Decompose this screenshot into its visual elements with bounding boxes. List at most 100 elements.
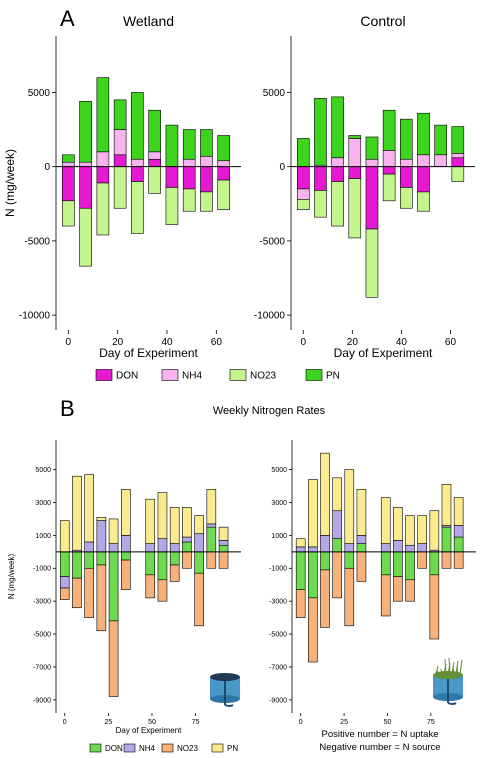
x-axis-label: Day of Experiment	[334, 346, 433, 360]
bar-segment-nh4	[113, 129, 127, 156]
bar-segment-no23	[108, 620, 119, 697]
x-tick-label: 40	[161, 337, 173, 348]
bar-segment-nh4	[451, 153, 465, 159]
bar-segment-no23	[79, 207, 92, 267]
bar-segment-don	[72, 551, 82, 579]
bar-segment-no23	[182, 551, 192, 569]
x-tick-label: 0	[300, 337, 306, 348]
x-tick-label: 0	[66, 337, 72, 348]
x-tick-label: 25	[104, 719, 112, 726]
bar-segment-pn	[429, 510, 440, 551]
y-tick-label: -3000	[269, 599, 287, 606]
cylinder-outlet	[447, 702, 457, 705]
bar-segment-nh4	[308, 546, 318, 553]
bar-segment-pn	[217, 135, 231, 162]
bar-segment-nh4	[121, 535, 131, 553]
x-tick-label: 60	[445, 337, 457, 348]
chart-wetland: -10000 -5000 0 5000 0 20 40 60 Wetland Day of Exp…	[3, 13, 241, 360]
bar-segment-pn	[182, 129, 196, 160]
bar-segment-no23	[331, 181, 344, 227]
bar-segment-nh4	[169, 543, 180, 553]
bar-segment-don	[320, 551, 330, 571]
x-tick-label: 40	[396, 337, 408, 348]
bar-segment-no23	[206, 551, 217, 569]
bar-segment-pn	[59, 520, 70, 553]
bar-segment-don	[348, 166, 362, 179]
bar-segment-don	[382, 166, 396, 175]
bar-segment-no23	[217, 179, 231, 211]
bar-segment-don	[194, 551, 204, 574]
bar-segment-pn	[169, 507, 180, 544]
bar-segment-don	[108, 551, 119, 622]
x-tick-label: 75	[192, 719, 200, 726]
bar-segment-don	[206, 526, 217, 553]
bar-segment-nh4	[131, 158, 144, 167]
bar-segment-no23	[453, 551, 464, 569]
footnote-uptake: Positive number = N uptake	[322, 729, 439, 740]
bar-segment-pn	[382, 109, 396, 151]
bar-segment-no23	[451, 166, 465, 182]
bar-segment-no23	[194, 572, 204, 627]
bar-segment-no23	[344, 567, 355, 627]
grass-blade	[452, 665, 455, 675]
bar-segment-don	[217, 166, 231, 181]
bar-segment-no23	[145, 574, 156, 599]
bar-segment-no23	[348, 178, 362, 239]
bar-segment-nh4	[356, 535, 367, 544]
bar-segment-pn	[434, 124, 447, 156]
bar-segment-pn	[393, 507, 403, 541]
bar-segment-don	[356, 543, 367, 553]
bar-segment-don	[169, 551, 180, 566]
bar-segment-nh4	[145, 543, 156, 553]
y-tick-label: 5000	[263, 88, 286, 99]
bar-segment-pn	[295, 538, 306, 548]
chart-b-wetland: -9000 -7000 -5000 -3000 -1000 1000 3000 5000 0 25…	[269, 440, 476, 726]
bar-segment-don	[84, 551, 94, 569]
bar-segment-pn	[405, 515, 415, 546]
bar-segment-nh4	[96, 151, 110, 167]
bar-segment-don	[113, 154, 127, 167]
legend-label-pn: PN	[326, 371, 340, 382]
bar-segment-pn	[344, 469, 355, 544]
grass-blade	[456, 664, 459, 675]
bar-segment-no23	[429, 574, 440, 640]
bar-segment-nh4	[182, 536, 192, 543]
legend-label-don: DON	[105, 744, 123, 753]
bar-segment-pn	[84, 474, 94, 543]
bar-segment-don	[59, 551, 70, 577]
bar-segment-nh4	[417, 543, 427, 553]
bar-segment-don	[441, 526, 452, 553]
bar-segment-don	[96, 166, 110, 184]
bar-segment-no23	[295, 589, 306, 618]
legend-label-nh4: NH4	[139, 744, 156, 753]
bar-segment-no23	[62, 200, 75, 227]
bar-segment-nh4	[206, 523, 217, 528]
bar-segment-don	[296, 166, 310, 190]
bar-segment-pn	[218, 526, 229, 541]
bar-segment-nh4	[218, 540, 229, 546]
legend-swatch-don	[89, 743, 102, 753]
bar-segment-no23	[332, 551, 342, 599]
legend-swatch-pn	[211, 743, 224, 753]
bar-segment-pn	[417, 112, 430, 156]
bar-segment-no23	[59, 587, 70, 600]
bar-segment-no23	[400, 187, 413, 209]
legend-swatch-pn	[305, 369, 323, 381]
legend-label-don: DON	[116, 371, 138, 382]
bar-segment-no23	[96, 182, 110, 236]
y-tick-label: -9000	[269, 697, 287, 704]
legend-label-no23: NO23	[177, 744, 198, 753]
bar-segment-don	[405, 551, 415, 581]
y-tick-label: -10000	[19, 311, 51, 322]
cylinder-top	[210, 673, 240, 681]
y-axis-label: N (mg/week)	[7, 553, 16, 599]
y-tick-label: -3000	[33, 599, 51, 606]
bar-segment-pn	[96, 516, 107, 521]
bar-segment-no23	[200, 191, 213, 212]
bar-segment-pn	[145, 498, 156, 544]
bar-segment-nh4	[182, 158, 196, 167]
chart-title: Wetland	[123, 13, 174, 29]
y-tick-label: -7000	[269, 664, 287, 671]
bar-segment-nh4	[295, 546, 306, 553]
